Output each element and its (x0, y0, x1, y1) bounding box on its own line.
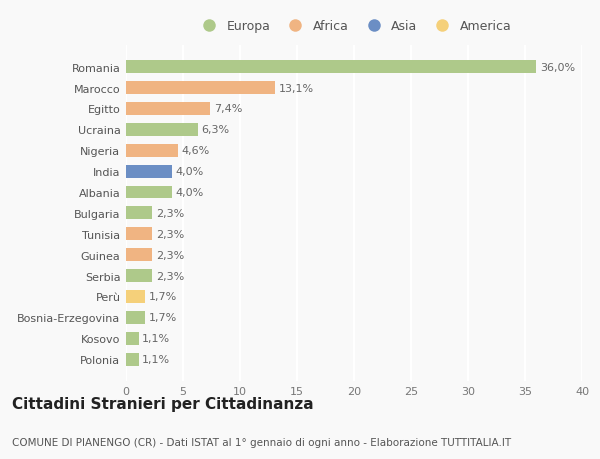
Bar (126, 145, 178, 157)
Text: 2,3%: 2,3% (155, 250, 184, 260)
Text: 13,1%: 13,1% (279, 84, 314, 94)
Text: 36,0%: 36,0% (540, 62, 575, 73)
Bar (126, 186, 172, 199)
Bar (126, 353, 139, 366)
Bar (126, 61, 536, 74)
Text: 1,7%: 1,7% (149, 313, 177, 323)
Text: 4,0%: 4,0% (175, 167, 203, 177)
Text: Cittadini Stranieri per Cittadinanza: Cittadini Stranieri per Cittadinanza (12, 397, 314, 412)
Text: 1,7%: 1,7% (149, 292, 177, 302)
Bar (126, 311, 145, 324)
Bar (126, 269, 152, 282)
Legend: Europa, Africa, Asia, America: Europa, Africa, Asia, America (196, 20, 512, 33)
Text: 2,3%: 2,3% (155, 230, 184, 239)
Text: 1,1%: 1,1% (142, 354, 170, 364)
Text: 7,4%: 7,4% (214, 104, 242, 114)
Bar (126, 165, 172, 178)
Text: 4,6%: 4,6% (182, 146, 210, 156)
Bar (126, 249, 152, 262)
Bar (126, 82, 275, 95)
Text: 1,1%: 1,1% (142, 333, 170, 343)
Bar (126, 103, 211, 116)
Bar (126, 290, 145, 303)
Text: 2,3%: 2,3% (155, 271, 184, 281)
Bar (126, 228, 152, 241)
Bar (126, 207, 152, 220)
Text: 2,3%: 2,3% (155, 208, 184, 218)
Text: 6,3%: 6,3% (201, 125, 229, 135)
Bar (126, 332, 139, 345)
Bar (126, 123, 198, 137)
Text: COMUNE DI PIANENGO (CR) - Dati ISTAT al 1° gennaio di ogni anno - Elaborazione T: COMUNE DI PIANENGO (CR) - Dati ISTAT al … (12, 437, 511, 447)
Text: 4,0%: 4,0% (175, 188, 203, 197)
